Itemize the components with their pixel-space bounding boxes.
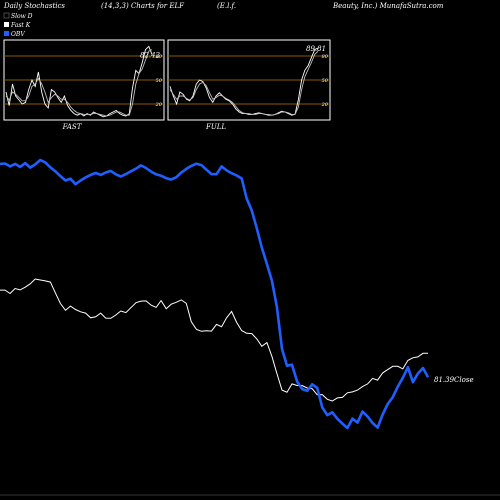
legend-fast-k: Fast K (10, 22, 31, 29)
y-tick-label: 20 (321, 102, 329, 108)
full-panel-label: FULL (205, 123, 226, 131)
legend-swatch-obv (4, 31, 9, 36)
y-tick-label: 80 (156, 54, 163, 60)
close-label: 81.39Close (434, 376, 474, 384)
legend-swatch-fast-k (4, 22, 9, 27)
legend-slow-d: Slow D (11, 13, 33, 20)
panel-value-label: 82.42 (140, 51, 161, 59)
header-params: (14,3,3) Charts for ELF (101, 2, 185, 10)
full-panel: 80 50 20 89.81 (167, 39, 331, 121)
price-line (0, 278, 428, 402)
header-company: (E.l.f. (217, 2, 236, 10)
legend: Slow D Fast K OBV (3, 12, 33, 38)
header-title: Daily Stochastics (3, 2, 65, 10)
main-panel (0, 158, 500, 496)
fast-panel-label: FAST (62, 123, 83, 131)
y-tick-label: 80 (322, 54, 329, 60)
legend-swatch-slow-d (3, 12, 10, 19)
series-fast-k (169, 47, 319, 116)
header-site: Beauty, Inc.) MunafaSutra.com (332, 2, 444, 10)
series-slow-d (5, 49, 153, 117)
series-slow-d (169, 50, 319, 116)
y-tick-label: 50 (322, 78, 329, 84)
y-tick-label: 20 (155, 102, 163, 108)
legend-obv: OBV (11, 31, 25, 38)
panel-value-label: 89.81 (306, 45, 326, 53)
series-fast-k (5, 45, 153, 118)
y-tick-label: 50 (156, 78, 163, 84)
fast-panel: 80 50 20 82.42 (3, 39, 165, 121)
obv-line (0, 158, 430, 430)
